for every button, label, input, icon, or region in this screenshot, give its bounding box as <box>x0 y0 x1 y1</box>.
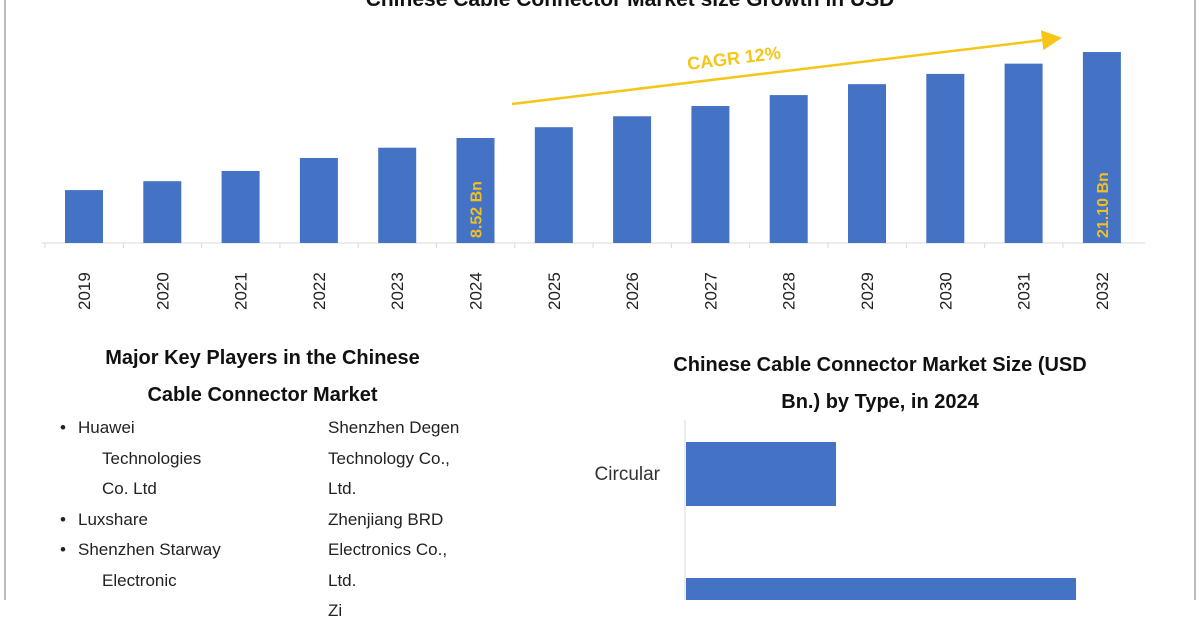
bar-2031 <box>1004 63 1043 243</box>
x-tick-label: 2028 <box>780 272 799 310</box>
x-tick-label: 2029 <box>858 272 877 310</box>
key-player-text: Zi <box>328 601 343 620</box>
key-players-title-line2: Cable Connector Market <box>147 384 378 406</box>
x-tick-label: 2031 <box>1015 272 1034 310</box>
cagr-arrow <box>511 30 1062 106</box>
key-players-list-right: Shenzhen Degen Technology Co., Ltd. Zhenjia… <box>328 413 459 627</box>
key-player-text: Electronics Co., <box>328 540 448 559</box>
frame-border-left <box>4 0 6 600</box>
key-player-item: • Luxshare <box>60 505 221 536</box>
key-player-text: Co. Ltd <box>102 479 157 498</box>
frame-border-right <box>1194 0 1196 600</box>
bar-2020 <box>143 181 182 243</box>
bar-2027 <box>691 106 730 244</box>
bar-2024 <box>456 138 495 243</box>
bar-2032 <box>1082 52 1121 244</box>
x-tick-label: 2023 <box>388 272 407 310</box>
x-tick-label: 2030 <box>936 272 955 310</box>
x-tick-label: 2025 <box>545 272 564 310</box>
bar-2022 <box>299 157 338 243</box>
key-player-item: Co. Ltd <box>60 474 221 505</box>
key-player-item: Technologies <box>60 444 221 475</box>
bar-2030 <box>926 73 965 244</box>
bar-circular <box>686 442 836 506</box>
bar-2026 <box>613 116 652 243</box>
key-player-text: Technology Co., <box>328 448 450 468</box>
type-chart-title: Chinese Cable Connector Market Size (USD… <box>615 347 1145 421</box>
cagr-label: CAGR 12% <box>686 43 782 74</box>
key-player-text: Technologies <box>102 448 202 468</box>
key-player-text: Luxshare <box>78 509 148 529</box>
bar-2021 <box>221 170 260 243</box>
type-chart-title-line1: Chinese Cable Connector Market Size (USD <box>673 354 1087 376</box>
bullet-icon: • <box>60 540 66 559</box>
bar-2029 <box>848 84 886 244</box>
key-player-text: Electronic <box>102 570 177 590</box>
bar-2028 <box>769 95 808 244</box>
key-player-item: • Huawei <box>60 413 221 444</box>
key-player-text: Zhenjiang BRD <box>328 509 444 529</box>
x-tick-label: 2020 <box>153 272 172 310</box>
key-player-text: Huawei <box>78 418 135 437</box>
key-players-title-line1: Major Key Players in the Chinese <box>105 347 420 369</box>
x-tick-label: 2024 <box>467 272 486 310</box>
key-player-text: Shenzhen Starway <box>78 540 221 559</box>
key-player-text: Ltd. <box>328 570 357 590</box>
key-players-title: Major Key Players in the Chinese Cable C… <box>40 340 485 414</box>
bullet-icon: • <box>60 418 66 437</box>
x-tick-label: 2019 <box>75 272 94 310</box>
data-label-2032: 21.10 Bn <box>1095 172 1112 238</box>
data-label-2024: 8.52 Bn <box>469 181 486 238</box>
x-tick-label: 2022 <box>310 272 329 310</box>
bar-2019 <box>65 190 103 243</box>
key-player-item: • Shenzhen Starway <box>60 535 221 566</box>
key-player-text: Ltd. <box>328 479 357 498</box>
x-tick-label: 2027 <box>701 272 720 310</box>
type-chart-title-line2: Bn.) by Type, in 2024 <box>781 391 979 413</box>
bullet-icon: • <box>60 509 66 529</box>
key-player-text: Shenzhen Degen <box>328 418 460 437</box>
bar-2025 <box>534 127 573 243</box>
growth-bar-chart: 2019 2020 2021 2022 2023 2024 8.52 Bn 2025 2026 2… <box>42 30 1145 310</box>
y-tick-label: Circular <box>595 464 661 485</box>
bar-2023 <box>378 147 417 243</box>
key-player-item: Electronic <box>60 566 221 597</box>
x-tick-label: 2026 <box>623 272 642 310</box>
key-players-list-left: • Huawei Technologies Co. Ltd • Luxshare • Shen… <box>60 413 221 596</box>
x-tick-label: 2021 <box>232 272 251 310</box>
x-tick-label: 2032 <box>1093 272 1112 310</box>
bar-pcb <box>686 578 1076 600</box>
main-chart-title: Chinese Cable Connector Market size Grow… <box>0 0 1200 12</box>
